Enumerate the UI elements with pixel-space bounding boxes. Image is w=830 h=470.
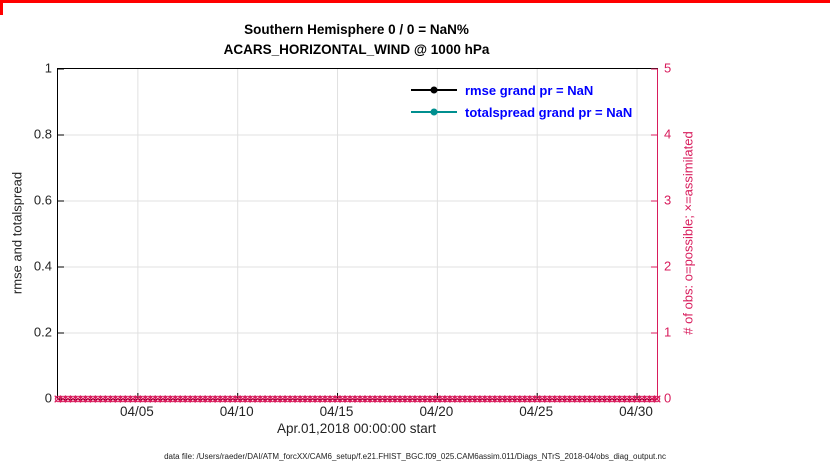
chart-title-line2: ACARS_HORIZONTAL_WIND @ 1000 hPa <box>223 42 490 57</box>
x-tick-label: 04/25 <box>519 404 554 419</box>
right-tick-label: 1 <box>664 324 672 340</box>
plot-canvas <box>54 68 661 403</box>
legend-item: totalspread grand pr = NaN <box>411 101 632 123</box>
right-tick-label: 4 <box>664 126 672 142</box>
right-tick-label: 5 <box>664 60 672 76</box>
plot-area: rmse grand pr = NaN totalspread grand pr … <box>54 68 661 403</box>
window-border-top <box>0 0 830 3</box>
legend-label: totalspread grand pr = NaN <box>465 104 633 120</box>
left-tick-label: 0.6 <box>33 192 52 208</box>
chart-legend: rmse grand pr = NaN totalspread grand pr … <box>411 79 632 123</box>
x-tick-label: 04/10 <box>219 404 254 419</box>
legend-dot-marker <box>430 108 438 116</box>
x-tick-label: 04/05 <box>119 404 154 419</box>
x-tick-label: 04/15 <box>319 404 354 419</box>
legend-line-marker <box>411 86 457 94</box>
chart-title-line1: Southern Hemisphere 0 / 0 = NaN% <box>244 22 469 37</box>
right-axis-label: # of obs: o=possible; ×=assimilated <box>680 131 696 335</box>
left-tick-label: 0.2 <box>33 324 52 340</box>
left-tick-label: 0 <box>44 390 52 406</box>
x-tick-label: 04/30 <box>619 404 653 419</box>
right-tick-label: 0 <box>664 390 672 406</box>
right-tick-label: 2 <box>664 258 672 274</box>
left-tick-label: 1 <box>44 60 52 76</box>
legend-dot-marker <box>430 86 438 94</box>
left-tick-label: 0.4 <box>33 258 52 274</box>
right-tick-label: 3 <box>664 192 672 208</box>
legend-label: rmse grand pr = NaN <box>465 82 594 98</box>
legend-item: rmse grand pr = NaN <box>411 79 632 101</box>
window-border-left <box>0 0 3 15</box>
x-tick-label: 04/20 <box>419 404 454 419</box>
left-tick-label: 0.8 <box>33 126 52 142</box>
legend-line-marker <box>411 108 457 116</box>
left-axis-label: rmse and totalspread <box>9 171 25 295</box>
x-axis-label: Apr.01,2018 00:00:00 start <box>276 421 437 436</box>
data-file-caption: data file: /Users/raeder/DAI/ATM_forcXX/… <box>164 452 666 461</box>
